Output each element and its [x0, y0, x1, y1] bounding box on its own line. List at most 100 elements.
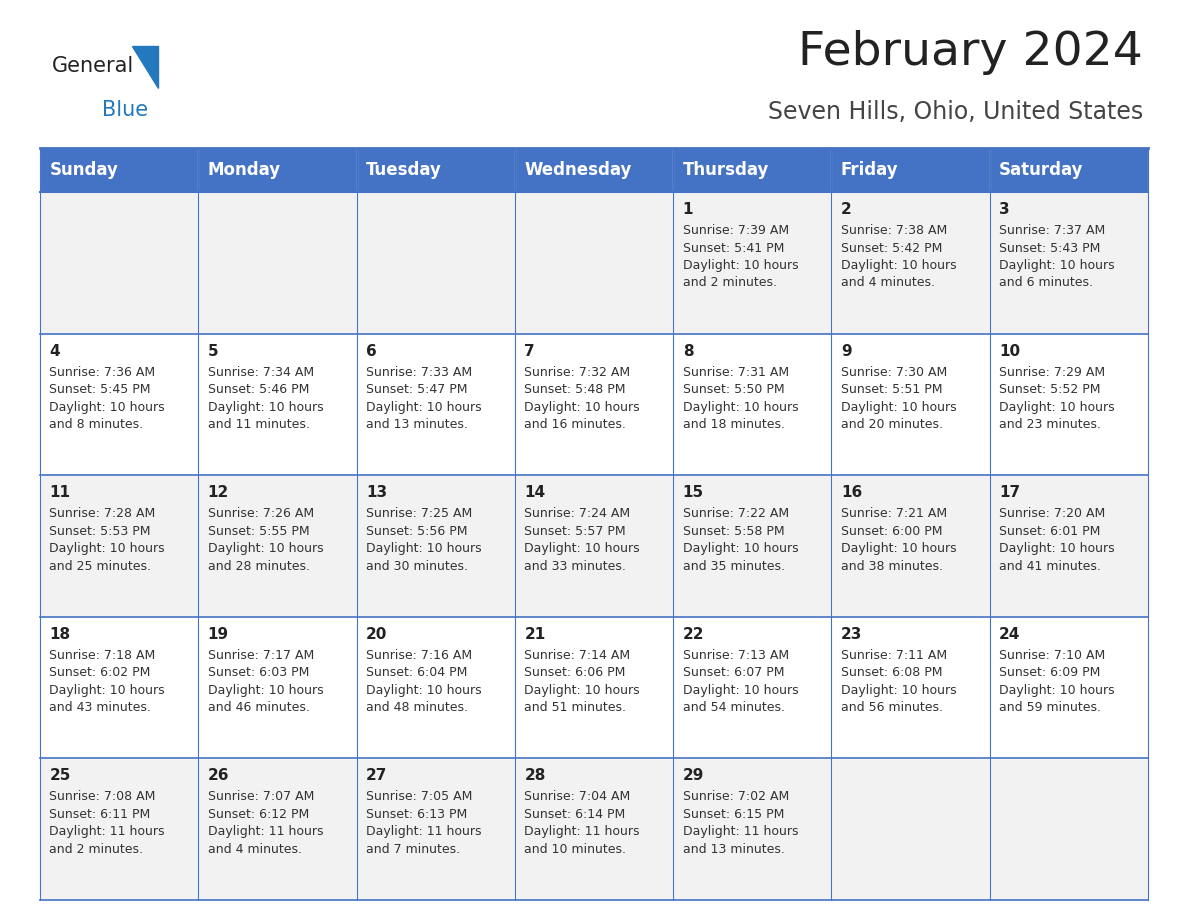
Text: 9: 9 — [841, 343, 852, 359]
Text: 7: 7 — [524, 343, 535, 359]
Bar — [40, 192, 198, 333]
Bar — [198, 758, 356, 900]
Text: 15: 15 — [683, 486, 703, 500]
Text: 11: 11 — [50, 486, 70, 500]
Text: 16: 16 — [841, 486, 862, 500]
Text: 23: 23 — [841, 627, 862, 642]
Text: 26: 26 — [208, 768, 229, 783]
Bar — [356, 758, 514, 900]
Text: 2: 2 — [841, 202, 852, 217]
Text: Sunrise: 7:04 AM
Sunset: 6:14 PM
Daylight: 11 hours
and 10 minutes.: Sunrise: 7:04 AM Sunset: 6:14 PM Dayligh… — [524, 790, 640, 856]
Text: 6: 6 — [366, 343, 377, 359]
Text: 3: 3 — [999, 202, 1010, 217]
Text: Sunrise: 7:02 AM
Sunset: 6:15 PM
Daylight: 11 hours
and 13 minutes.: Sunrise: 7:02 AM Sunset: 6:15 PM Dayligh… — [683, 790, 798, 856]
Bar — [514, 617, 674, 758]
Bar — [198, 476, 356, 617]
Text: Seven Hills, Ohio, United States: Seven Hills, Ohio, United States — [767, 100, 1143, 124]
Text: 29: 29 — [683, 768, 704, 783]
Text: 8: 8 — [683, 343, 694, 359]
Bar — [198, 617, 356, 758]
Text: Sunrise: 7:30 AM
Sunset: 5:51 PM
Daylight: 10 hours
and 20 minutes.: Sunrise: 7:30 AM Sunset: 5:51 PM Dayligh… — [841, 365, 956, 431]
Text: Sunrise: 7:14 AM
Sunset: 6:06 PM
Daylight: 10 hours
and 51 minutes.: Sunrise: 7:14 AM Sunset: 6:06 PM Dayligh… — [524, 649, 640, 714]
Text: 27: 27 — [366, 768, 387, 783]
Text: Monday: Monday — [208, 161, 280, 179]
Bar — [674, 758, 832, 900]
Text: Blue: Blue — [102, 100, 148, 120]
Bar — [356, 333, 514, 476]
Text: 17: 17 — [999, 486, 1020, 500]
Text: Saturday: Saturday — [999, 161, 1083, 179]
Bar — [356, 617, 514, 758]
Bar — [990, 476, 1148, 617]
Bar — [40, 617, 198, 758]
Text: Sunrise: 7:24 AM
Sunset: 5:57 PM
Daylight: 10 hours
and 33 minutes.: Sunrise: 7:24 AM Sunset: 5:57 PM Dayligh… — [524, 508, 640, 573]
Bar — [674, 192, 832, 333]
Text: Sunday: Sunday — [50, 161, 119, 179]
Bar — [832, 758, 990, 900]
Text: Sunrise: 7:31 AM
Sunset: 5:50 PM
Daylight: 10 hours
and 18 minutes.: Sunrise: 7:31 AM Sunset: 5:50 PM Dayligh… — [683, 365, 798, 431]
Bar — [514, 758, 674, 900]
Text: Sunrise: 7:20 AM
Sunset: 6:01 PM
Daylight: 10 hours
and 41 minutes.: Sunrise: 7:20 AM Sunset: 6:01 PM Dayligh… — [999, 508, 1114, 573]
Text: Sunrise: 7:29 AM
Sunset: 5:52 PM
Daylight: 10 hours
and 23 minutes.: Sunrise: 7:29 AM Sunset: 5:52 PM Dayligh… — [999, 365, 1114, 431]
Bar — [198, 192, 356, 333]
Text: Wednesday: Wednesday — [524, 161, 632, 179]
Text: 13: 13 — [366, 486, 387, 500]
Text: Sunrise: 7:17 AM
Sunset: 6:03 PM
Daylight: 10 hours
and 46 minutes.: Sunrise: 7:17 AM Sunset: 6:03 PM Dayligh… — [208, 649, 323, 714]
Bar — [832, 476, 990, 617]
Bar — [356, 148, 514, 192]
Text: Sunrise: 7:22 AM
Sunset: 5:58 PM
Daylight: 10 hours
and 35 minutes.: Sunrise: 7:22 AM Sunset: 5:58 PM Dayligh… — [683, 508, 798, 573]
Text: February 2024: February 2024 — [798, 30, 1143, 75]
Bar — [832, 192, 990, 333]
Bar — [832, 333, 990, 476]
Text: Sunrise: 7:33 AM
Sunset: 5:47 PM
Daylight: 10 hours
and 13 minutes.: Sunrise: 7:33 AM Sunset: 5:47 PM Dayligh… — [366, 365, 481, 431]
Text: Friday: Friday — [841, 161, 898, 179]
Text: 20: 20 — [366, 627, 387, 642]
Bar — [198, 333, 356, 476]
Polygon shape — [132, 46, 158, 88]
Text: Tuesday: Tuesday — [366, 161, 442, 179]
Bar — [832, 148, 990, 192]
Text: Sunrise: 7:26 AM
Sunset: 5:55 PM
Daylight: 10 hours
and 28 minutes.: Sunrise: 7:26 AM Sunset: 5:55 PM Dayligh… — [208, 508, 323, 573]
Bar — [990, 148, 1148, 192]
Bar — [674, 148, 832, 192]
Text: Sunrise: 7:36 AM
Sunset: 5:45 PM
Daylight: 10 hours
and 8 minutes.: Sunrise: 7:36 AM Sunset: 5:45 PM Dayligh… — [50, 365, 165, 431]
Bar — [990, 758, 1148, 900]
Bar — [674, 617, 832, 758]
Text: Sunrise: 7:18 AM
Sunset: 6:02 PM
Daylight: 10 hours
and 43 minutes.: Sunrise: 7:18 AM Sunset: 6:02 PM Dayligh… — [50, 649, 165, 714]
Bar — [356, 476, 514, 617]
Text: 22: 22 — [683, 627, 704, 642]
Text: Sunrise: 7:39 AM
Sunset: 5:41 PM
Daylight: 10 hours
and 2 minutes.: Sunrise: 7:39 AM Sunset: 5:41 PM Dayligh… — [683, 224, 798, 289]
Text: Sunrise: 7:10 AM
Sunset: 6:09 PM
Daylight: 10 hours
and 59 minutes.: Sunrise: 7:10 AM Sunset: 6:09 PM Dayligh… — [999, 649, 1114, 714]
Bar — [514, 333, 674, 476]
Text: Sunrise: 7:37 AM
Sunset: 5:43 PM
Daylight: 10 hours
and 6 minutes.: Sunrise: 7:37 AM Sunset: 5:43 PM Dayligh… — [999, 224, 1114, 289]
Text: Sunrise: 7:13 AM
Sunset: 6:07 PM
Daylight: 10 hours
and 54 minutes.: Sunrise: 7:13 AM Sunset: 6:07 PM Dayligh… — [683, 649, 798, 714]
Bar — [990, 333, 1148, 476]
Text: 25: 25 — [50, 768, 71, 783]
Text: Sunrise: 7:08 AM
Sunset: 6:11 PM
Daylight: 11 hours
and 2 minutes.: Sunrise: 7:08 AM Sunset: 6:11 PM Dayligh… — [50, 790, 165, 856]
Text: 5: 5 — [208, 343, 219, 359]
Text: Sunrise: 7:38 AM
Sunset: 5:42 PM
Daylight: 10 hours
and 4 minutes.: Sunrise: 7:38 AM Sunset: 5:42 PM Dayligh… — [841, 224, 956, 289]
Text: 19: 19 — [208, 627, 229, 642]
Text: 12: 12 — [208, 486, 229, 500]
Text: 1: 1 — [683, 202, 693, 217]
Bar — [990, 617, 1148, 758]
Text: 14: 14 — [524, 486, 545, 500]
Bar — [514, 476, 674, 617]
Text: Sunrise: 7:25 AM
Sunset: 5:56 PM
Daylight: 10 hours
and 30 minutes.: Sunrise: 7:25 AM Sunset: 5:56 PM Dayligh… — [366, 508, 481, 573]
Bar — [674, 333, 832, 476]
Text: 4: 4 — [50, 343, 61, 359]
Bar — [832, 617, 990, 758]
Text: Sunrise: 7:28 AM
Sunset: 5:53 PM
Daylight: 10 hours
and 25 minutes.: Sunrise: 7:28 AM Sunset: 5:53 PM Dayligh… — [50, 508, 165, 573]
Text: Sunrise: 7:34 AM
Sunset: 5:46 PM
Daylight: 10 hours
and 11 minutes.: Sunrise: 7:34 AM Sunset: 5:46 PM Dayligh… — [208, 365, 323, 431]
Text: Sunrise: 7:11 AM
Sunset: 6:08 PM
Daylight: 10 hours
and 56 minutes.: Sunrise: 7:11 AM Sunset: 6:08 PM Dayligh… — [841, 649, 956, 714]
Bar — [40, 148, 198, 192]
Text: 24: 24 — [999, 627, 1020, 642]
Text: 21: 21 — [524, 627, 545, 642]
Bar — [356, 192, 514, 333]
Text: Thursday: Thursday — [683, 161, 769, 179]
Text: Sunrise: 7:16 AM
Sunset: 6:04 PM
Daylight: 10 hours
and 48 minutes.: Sunrise: 7:16 AM Sunset: 6:04 PM Dayligh… — [366, 649, 481, 714]
Bar — [990, 192, 1148, 333]
Bar — [674, 476, 832, 617]
Text: 28: 28 — [524, 768, 545, 783]
Bar — [198, 148, 356, 192]
